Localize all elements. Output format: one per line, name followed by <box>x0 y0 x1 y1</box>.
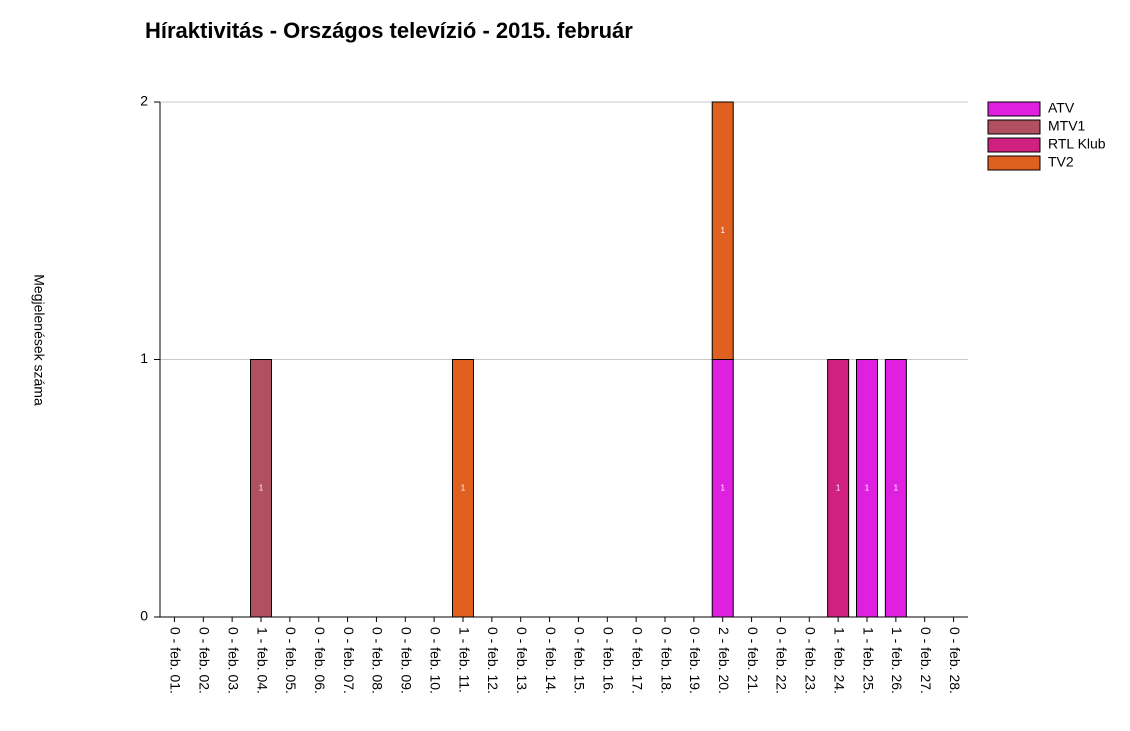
x-tick-label: 0 - feb. 14. <box>543 627 559 694</box>
x-tick-label: 1 - feb. 26. <box>889 627 905 694</box>
x-tick-label: 0 - feb. 19. <box>687 627 703 694</box>
legend-label: RTL Klub <box>1048 136 1106 152</box>
legend-swatch <box>987 137 1041 153</box>
value-label: 1 <box>894 483 899 492</box>
value-label: 1 <box>720 483 725 492</box>
x-tick-label: 0 - feb. 09. <box>399 627 415 694</box>
x-tick-label: 1 - feb. 04. <box>254 627 270 694</box>
bar <box>711 101 734 360</box>
value-label: 1 <box>865 483 870 492</box>
value-label: 1 <box>720 226 725 235</box>
x-tick-label: 0 - feb. 27. <box>918 627 934 694</box>
x-tick-label: 0 - feb. 01. <box>168 627 184 694</box>
y-axis-label: Megjelenések száma <box>31 274 47 406</box>
x-tick-label: 0 - feb. 06. <box>312 627 328 694</box>
value-label: 1 <box>259 483 264 492</box>
legend-swatch <box>987 119 1041 135</box>
legend-label: MTV1 <box>1048 118 1086 134</box>
x-tick-label: 0 - feb. 15. <box>572 627 588 694</box>
legend-label: TV2 <box>1048 154 1074 170</box>
y-tick-label: 2 <box>140 93 148 109</box>
x-tick-label: 2 - feb. 20. <box>716 627 732 694</box>
legend-label: ATV <box>1048 100 1075 116</box>
value-label: 1 <box>461 483 466 492</box>
x-tick-label: 0 - feb. 22. <box>774 627 790 694</box>
x-tick-label: 1 - feb. 24. <box>831 627 847 694</box>
x-tick-label: 0 - feb. 05. <box>283 627 299 694</box>
x-tick-label: 1 - feb. 11. <box>456 627 472 693</box>
x-tick-label: 0 - feb. 07. <box>341 627 357 694</box>
x-tick-label: 0 - feb. 13. <box>514 627 530 694</box>
x-tick-label: 0 - feb. 10. <box>427 627 443 694</box>
x-tick-label: 0 - feb. 16. <box>601 627 617 694</box>
y-tick-label: 0 <box>140 608 148 624</box>
x-tick-label: 0 - feb. 17. <box>629 627 645 694</box>
x-tick-label: 0 - feb. 03. <box>225 627 241 694</box>
x-tick-label: 0 - feb. 23. <box>803 627 819 694</box>
y-tick-label: 1 <box>140 350 148 366</box>
x-tick-label: 0 - feb. 08. <box>370 627 386 694</box>
legend-swatch <box>987 101 1041 117</box>
x-tick-label: 0 - feb. 21. <box>745 627 761 694</box>
value-label: 1 <box>836 483 841 492</box>
x-tick-label: 0 - feb. 28. <box>947 627 963 694</box>
legend-swatch <box>987 155 1041 171</box>
chart-title: Híraktivitás - Országos televízió - 2015… <box>145 18 633 43</box>
x-tick-label: 0 - feb. 02. <box>197 627 213 694</box>
x-tick-label: 0 - feb. 12. <box>485 627 501 694</box>
x-tick-label: 1 - feb. 25. <box>860 627 876 694</box>
x-tick-label: 0 - feb. 18. <box>658 627 674 694</box>
